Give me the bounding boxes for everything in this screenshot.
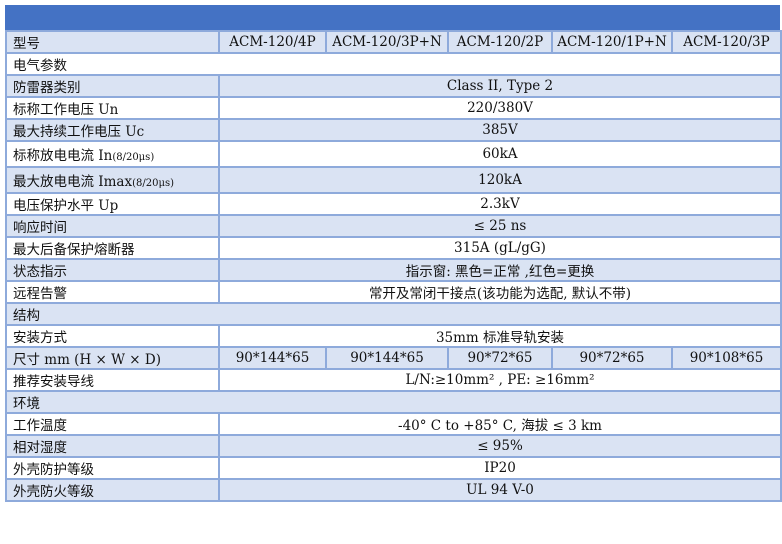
model-name: ACM-120/3P+N: [325, 30, 449, 54]
test-waveform-note: (8/20μs): [112, 152, 155, 163]
model-name: ACM-120/4P: [218, 30, 327, 54]
spec-table-container: 型号 ACM-120/4P ACM-120/3P+N ACM-120/2P AC…: [5, 5, 782, 502]
param-value: 常开及常闭干接点(该功能为选配, 默认不带): [218, 280, 782, 304]
param-value: 90*72*65: [447, 346, 553, 370]
param-value: ≤ 95%: [218, 434, 782, 458]
param-label: 工作温度: [5, 412, 220, 436]
table-row: 安装方式 35mm 标准导轨安装: [5, 324, 782, 348]
param-label-text: 结构: [13, 308, 40, 324]
table-row: 标称放电电流 In(8/20μs) 60kA: [5, 140, 782, 168]
param-value: 220/380V: [218, 96, 782, 120]
param-label: 防雷器类别: [5, 74, 220, 98]
spec-table: 型号 ACM-120/4P ACM-120/3P+N ACM-120/2P AC…: [5, 30, 782, 502]
param-label-text: 标称工作电压 Un: [13, 102, 119, 118]
param-value: UL 94 V-0: [218, 478, 782, 502]
param-label-text: 状态指示: [13, 264, 67, 280]
param-value: 385V: [218, 118, 782, 142]
param-label: 外壳防火等级: [5, 478, 220, 502]
param-label: 标称工作电压 Un: [5, 96, 220, 120]
param-label: 安装方式: [5, 324, 220, 348]
param-label: 推荐安装导线: [5, 368, 220, 392]
model-name: ACM-120/3P: [671, 30, 782, 54]
model-name: ACM-120/2P: [447, 30, 553, 54]
table-row: 最大放电电流 Imax(8/20μs) 120kA: [5, 166, 782, 194]
param-label: 最大后备保护熔断器: [5, 236, 220, 260]
param-value: IP20: [218, 456, 782, 480]
param-label: 远程告警: [5, 280, 220, 304]
param-label-text: 相对湿度: [13, 440, 67, 456]
table-row: 工作温度 -40° C to +85° C, 海拔 ≤ 3 km: [5, 412, 782, 436]
table-row: 最大持续工作电压 Uc 385V: [5, 118, 782, 142]
table-row: 电压保护水平 Up 2.3kV: [5, 192, 782, 216]
table-row: 防雷器类别 Class II, Type 2: [5, 74, 782, 98]
table-title-bar: [5, 5, 780, 30]
param-label: 最大持续工作电压 Uc: [5, 118, 220, 142]
param-value: ≤ 25 ns: [218, 214, 782, 238]
param-value: 315A (gL/gG): [218, 236, 782, 260]
table-row: 最大后备保护熔断器 315A (gL/gG): [5, 236, 782, 260]
param-label: 响应时间: [5, 214, 220, 238]
param-value: 35mm 标准导轨安装: [218, 324, 782, 348]
section-label: 电气参数: [5, 52, 782, 76]
model-name: ACM-120/1P+N: [551, 30, 673, 54]
param-value: Class II, Type 2: [218, 74, 782, 98]
param-label-text: 最大持续工作电压 Uc: [13, 124, 145, 140]
param-label-text: 最大后备保护熔断器: [13, 242, 135, 258]
table-row: 尺寸 mm (H × W × D) 90*144*65 90*144*65 90*72…: [5, 346, 782, 370]
param-label-text: 安装方式: [13, 330, 67, 346]
param-label-text: 电气参数: [13, 58, 67, 74]
param-label-text: 外壳防火等级: [13, 484, 94, 500]
param-label-text: 外壳防护等级: [13, 462, 94, 478]
param-label: 状态指示: [5, 258, 220, 282]
table-row: 状态指示 指示窗: 黑色=正常 ,红色=更换: [5, 258, 782, 282]
param-value: 90*144*65: [218, 346, 327, 370]
model-row: 型号 ACM-120/4P ACM-120/3P+N ACM-120/2P AC…: [5, 30, 782, 54]
param-label: 最大放电电流 Imax(8/20μs): [5, 166, 220, 194]
param-label-text: 推荐安装导线: [13, 374, 94, 390]
table-row: 远程告警 常开及常闭干接点(该功能为选配, 默认不带): [5, 280, 782, 304]
section-row: 环境: [5, 390, 782, 414]
table-row: 响应时间 ≤ 25 ns: [5, 214, 782, 238]
table-row: 外壳防火等级 UL 94 V-0: [5, 478, 782, 502]
test-waveform-note: (8/20μs): [132, 178, 174, 189]
table-row: 相对湿度 ≤ 95%: [5, 434, 782, 458]
param-label-text: 远程告警: [13, 286, 67, 302]
table-row: 标称工作电压 Un 220/380V: [5, 96, 782, 120]
section-row: 电气参数: [5, 52, 782, 76]
section-row: 结构: [5, 302, 782, 326]
section-label: 结构: [5, 302, 782, 326]
param-label-text: 防雷器类别: [13, 80, 81, 96]
param-label: 外壳防护等级: [5, 456, 220, 480]
param-label-text: 尺寸 mm (H × W × D): [13, 352, 161, 368]
param-label: 尺寸 mm (H × W × D): [5, 346, 220, 370]
param-value: 90*144*65: [325, 346, 449, 370]
param-label: 相对湿度: [5, 434, 220, 458]
param-value: 90*108*65: [671, 346, 782, 370]
section-label: 环境: [5, 390, 782, 414]
param-value: 指示窗: 黑色=正常 ,红色=更换: [218, 258, 782, 282]
param-label-text: 标称放电电流 In: [13, 148, 113, 164]
param-value: 2.3kV: [218, 192, 782, 216]
param-label-text: 环境: [13, 396, 40, 412]
model-label: 型号: [5, 30, 220, 54]
param-label: 标称放电电流 In(8/20μs): [5, 140, 220, 168]
param-label: 电压保护水平 Up: [5, 192, 220, 216]
param-value: 90*72*65: [551, 346, 673, 370]
param-value: 120kA: [218, 166, 782, 194]
param-label-text: 最大放电电流 Imax: [13, 174, 133, 190]
table-row: 外壳防护等级 IP20: [5, 456, 782, 480]
param-value: L/N:≥10mm² , PE: ≥16mm²: [218, 368, 782, 392]
table-row: 推荐安装导线 L/N:≥10mm² , PE: ≥16mm²: [5, 368, 782, 392]
param-label-text: 电压保护水平 Up: [13, 198, 119, 214]
param-label-text: 响应时间: [13, 220, 67, 236]
param-value: -40° C to +85° C, 海拔 ≤ 3 km: [218, 412, 782, 436]
param-value: 60kA: [218, 140, 782, 168]
param-label-text: 工作温度: [13, 418, 67, 434]
